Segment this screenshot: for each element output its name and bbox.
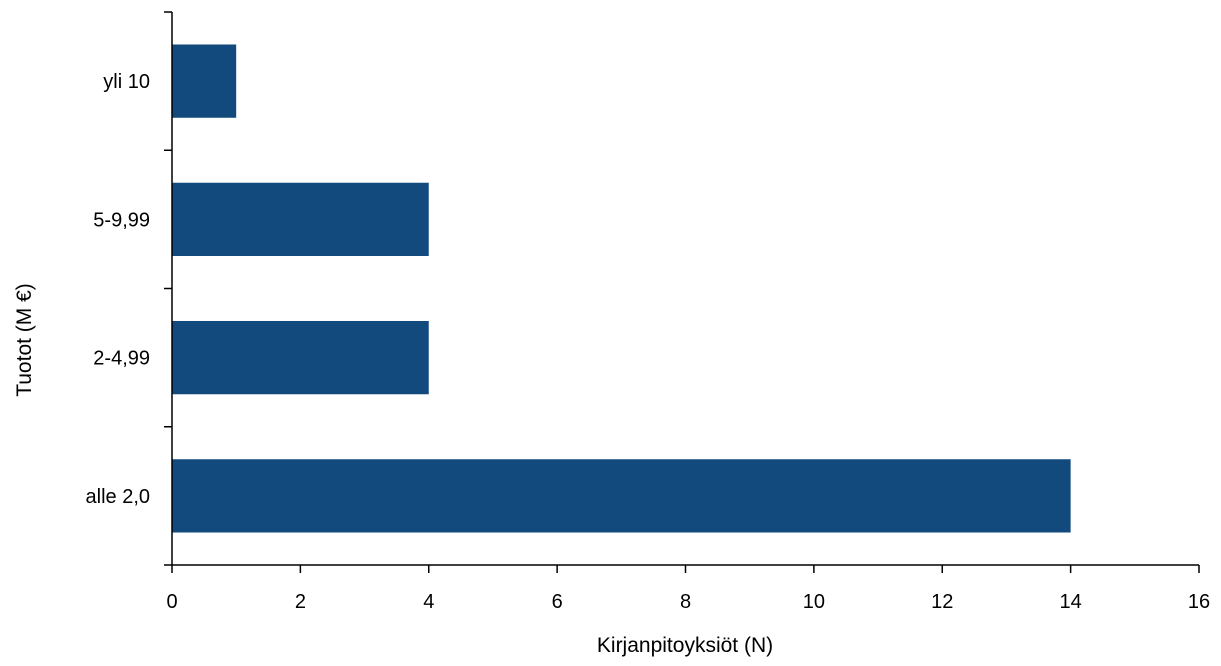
x-tick-label-5: 10 (803, 591, 825, 613)
category-label-3: yli 10 (103, 71, 150, 93)
bar-3 (172, 44, 237, 118)
labels-group: alle 2,0 2-4,99 5-9,99 yli 10 0 2 4 6 8 10 12 14 16 (86, 71, 1211, 613)
x-tick-label-3: 6 (552, 591, 563, 613)
y-axis-title: Tuotot (M €) (13, 283, 36, 397)
x-tick-label-0: 0 (166, 591, 177, 613)
x-tick-label-6: 12 (931, 591, 953, 613)
bar-1 (172, 320, 429, 395)
x-tick-label-8: 16 (1188, 591, 1210, 613)
bar-0 (172, 459, 1071, 533)
bars-group (172, 44, 1071, 533)
category-label-0: alle 2,0 (86, 486, 151, 508)
axes-group (164, 11, 1200, 573)
x-tick-label-4: 8 (680, 591, 691, 613)
x-tick-label-7: 14 (1060, 591, 1082, 613)
category-label-2: 5-9,99 (93, 209, 150, 231)
x-axis-title: Kirjanpitoyksiöt (N) (597, 634, 773, 657)
bar-2 (172, 182, 429, 257)
x-tick-label-1: 2 (295, 591, 306, 613)
category-label-1: 2-4,99 (93, 348, 150, 370)
x-tick-label-2: 4 (423, 591, 434, 613)
